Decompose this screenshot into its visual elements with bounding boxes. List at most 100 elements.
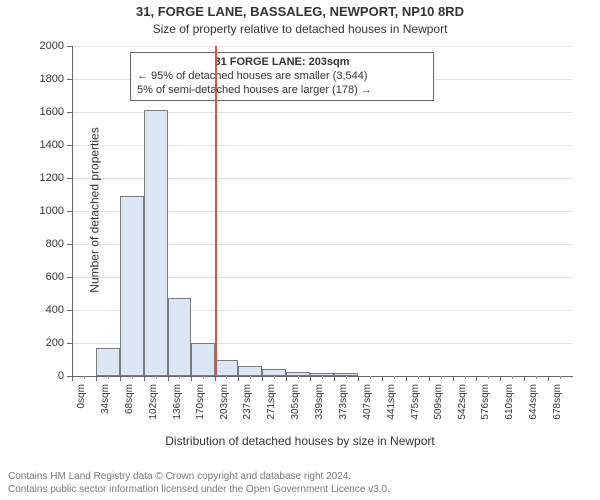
y-tick-label: 1200 [32,172,64,184]
histogram-bar [215,360,239,377]
x-tick-mark [524,376,525,381]
grid-line [72,46,572,47]
y-tick-mark [67,79,72,80]
x-tick-mark [238,376,239,381]
x-tick-label: 373sqm [338,384,349,420]
x-tick-mark [215,376,216,381]
x-tick-mark [500,376,501,381]
x-tick-label: 678sqm [552,384,563,420]
x-minor-tick-mark [560,376,561,379]
position-marker [215,46,217,376]
histogram-bar [191,343,214,376]
y-tick-mark [67,178,72,179]
x-tick-label: 542sqm [457,384,468,420]
y-tick-label: 2000 [32,40,64,52]
annotation-heading: 31 FORGE LANE: 203sqm [137,56,427,70]
x-minor-tick-mark [418,376,419,379]
x-axis-label: Distribution of detached houses by size … [0,434,600,448]
x-tick-label: 102sqm [148,384,159,420]
x-tick-mark [262,376,263,381]
x-tick-label: 68sqm [124,384,135,414]
histogram-bar [262,369,286,376]
x-tick-label: 644sqm [528,384,539,420]
x-minor-tick-mark [322,376,323,379]
x-tick-label: 475sqm [410,384,421,420]
y-tick-label: 1600 [32,106,64,118]
histogram-bar [144,110,168,376]
y-tick-mark [67,244,72,245]
x-tick-mark [310,376,311,381]
x-minor-tick-mark [156,376,157,379]
footer-line1: Contains HM Land Registry data © Crown c… [8,471,390,484]
x-minor-tick-mark [536,376,537,379]
x-minor-tick-mark [108,376,109,379]
x-tick-label: 203sqm [219,384,230,420]
y-tick-label: 600 [32,271,64,283]
x-minor-tick-mark [84,376,85,379]
y-tick-label: 0 [32,370,64,382]
y-tick-label: 1400 [32,139,64,151]
x-minor-tick-mark [488,376,489,379]
x-minor-tick-mark [132,376,133,379]
x-minor-tick-mark [250,376,251,379]
annotation-line1: ← 95% of detached houses are smaller (3,… [137,70,427,84]
footer-line2: Contains public sector information licen… [8,484,390,497]
y-tick-label: 400 [32,304,64,316]
x-tick-mark [168,376,169,381]
x-tick-label: 610sqm [504,384,515,420]
page-title: 31, FORGE LANE, BASSALEG, NEWPORT, NP10 … [0,4,600,19]
y-tick-mark [67,145,72,146]
x-tick-mark [358,376,359,381]
y-axis-label: Number of detached properties [88,127,102,292]
x-minor-tick-mark [203,376,204,379]
x-minor-tick-mark [394,376,395,379]
x-tick-label: 237sqm [242,384,253,420]
x-tick-mark [476,376,477,381]
x-tick-label: 509sqm [433,384,444,420]
y-tick-label: 200 [32,337,64,349]
x-tick-mark [334,376,335,381]
x-tick-label: 34sqm [100,384,111,414]
x-tick-mark [548,376,549,381]
y-tick-mark [67,211,72,212]
y-tick-mark [67,46,72,47]
y-tick-mark [67,277,72,278]
footer-text: Contains HM Land Registry data © Crown c… [8,471,390,496]
x-tick-label: 441sqm [386,384,397,420]
x-minor-tick-mark [512,376,513,379]
x-tick-label: 136sqm [172,384,183,420]
x-tick-mark [96,376,97,381]
y-tick-mark [67,112,72,113]
y-tick-label: 1800 [32,73,64,85]
x-tick-mark [286,376,287,381]
x-tick-mark [406,376,407,381]
x-minor-tick-mark [441,376,442,379]
histogram-bar [96,348,120,376]
x-minor-tick-mark [274,376,275,379]
page-subtitle: Size of property relative to detached ho… [0,22,600,36]
x-tick-mark [144,376,145,381]
y-tick-mark [67,310,72,311]
x-minor-tick-mark [226,376,227,379]
x-minor-tick-mark [465,376,466,379]
x-tick-label: 576sqm [480,384,491,420]
x-tick-label: 339sqm [314,384,325,420]
y-tick-label: 1000 [32,205,64,217]
x-tick-mark [72,376,73,381]
histogram-bar [238,366,262,376]
x-tick-mark [120,376,121,381]
x-tick-label: 271sqm [266,384,277,420]
x-tick-label: 0sqm [76,384,87,408]
x-minor-tick-mark [179,376,180,379]
histogram-bar [120,196,144,376]
x-tick-label: 407sqm [362,384,373,420]
y-tick-label: 800 [32,238,64,250]
annotation-box: 31 FORGE LANE: 203sqm ← 95% of detached … [130,52,434,101]
x-tick-mark [382,376,383,381]
x-tick-label: 305sqm [290,384,301,420]
y-tick-mark [67,343,72,344]
histogram-bar [168,298,192,376]
x-tick-mark [191,376,192,381]
x-minor-tick-mark [298,376,299,379]
annotation-line2: 5% of semi-detached houses are larger (1… [137,84,427,98]
